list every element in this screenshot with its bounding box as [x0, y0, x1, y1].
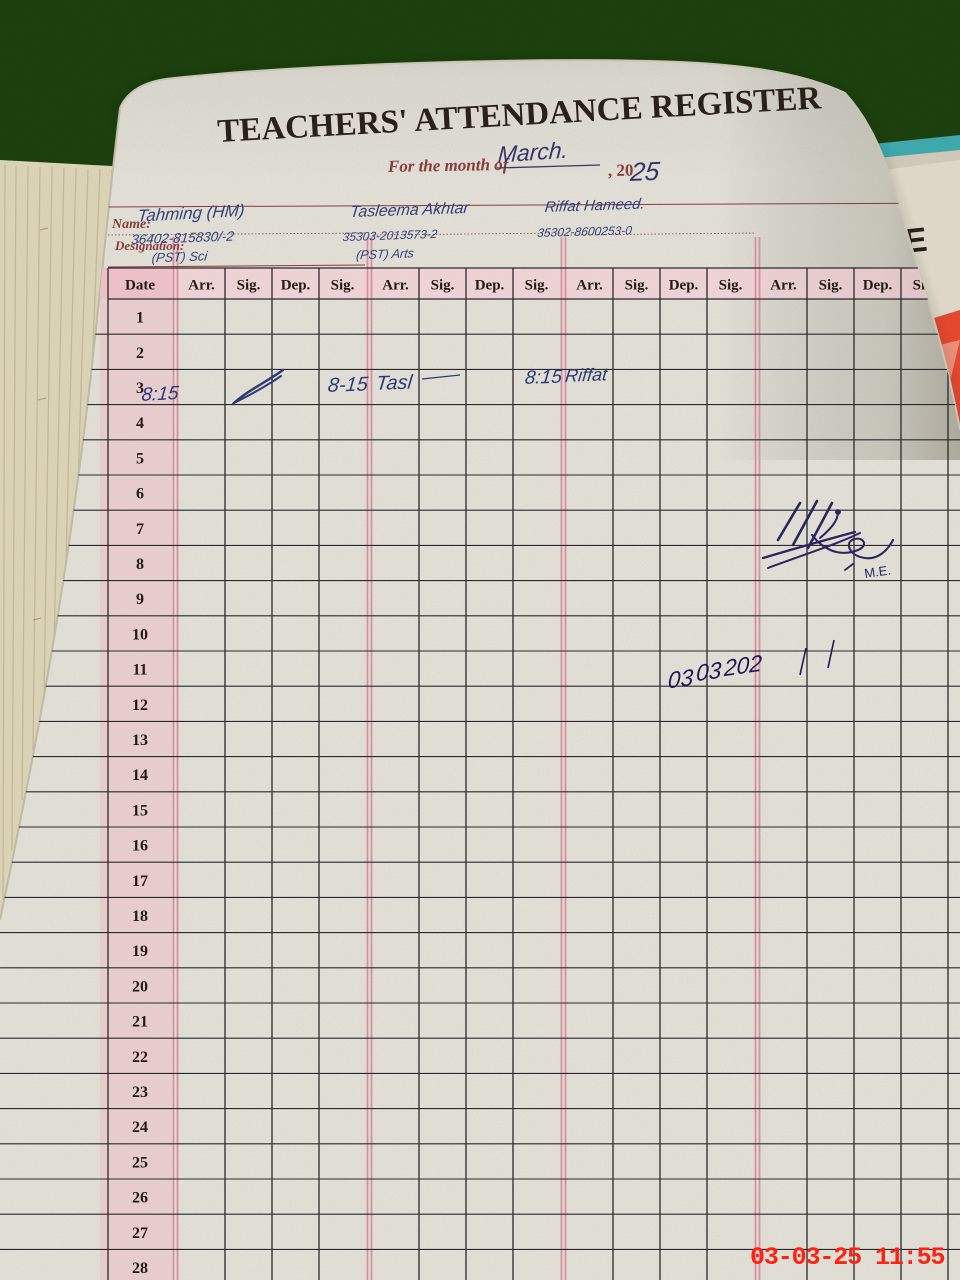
svg-text:03-03-25 11:55: 03-03-25 11:55 [750, 1243, 945, 1272]
